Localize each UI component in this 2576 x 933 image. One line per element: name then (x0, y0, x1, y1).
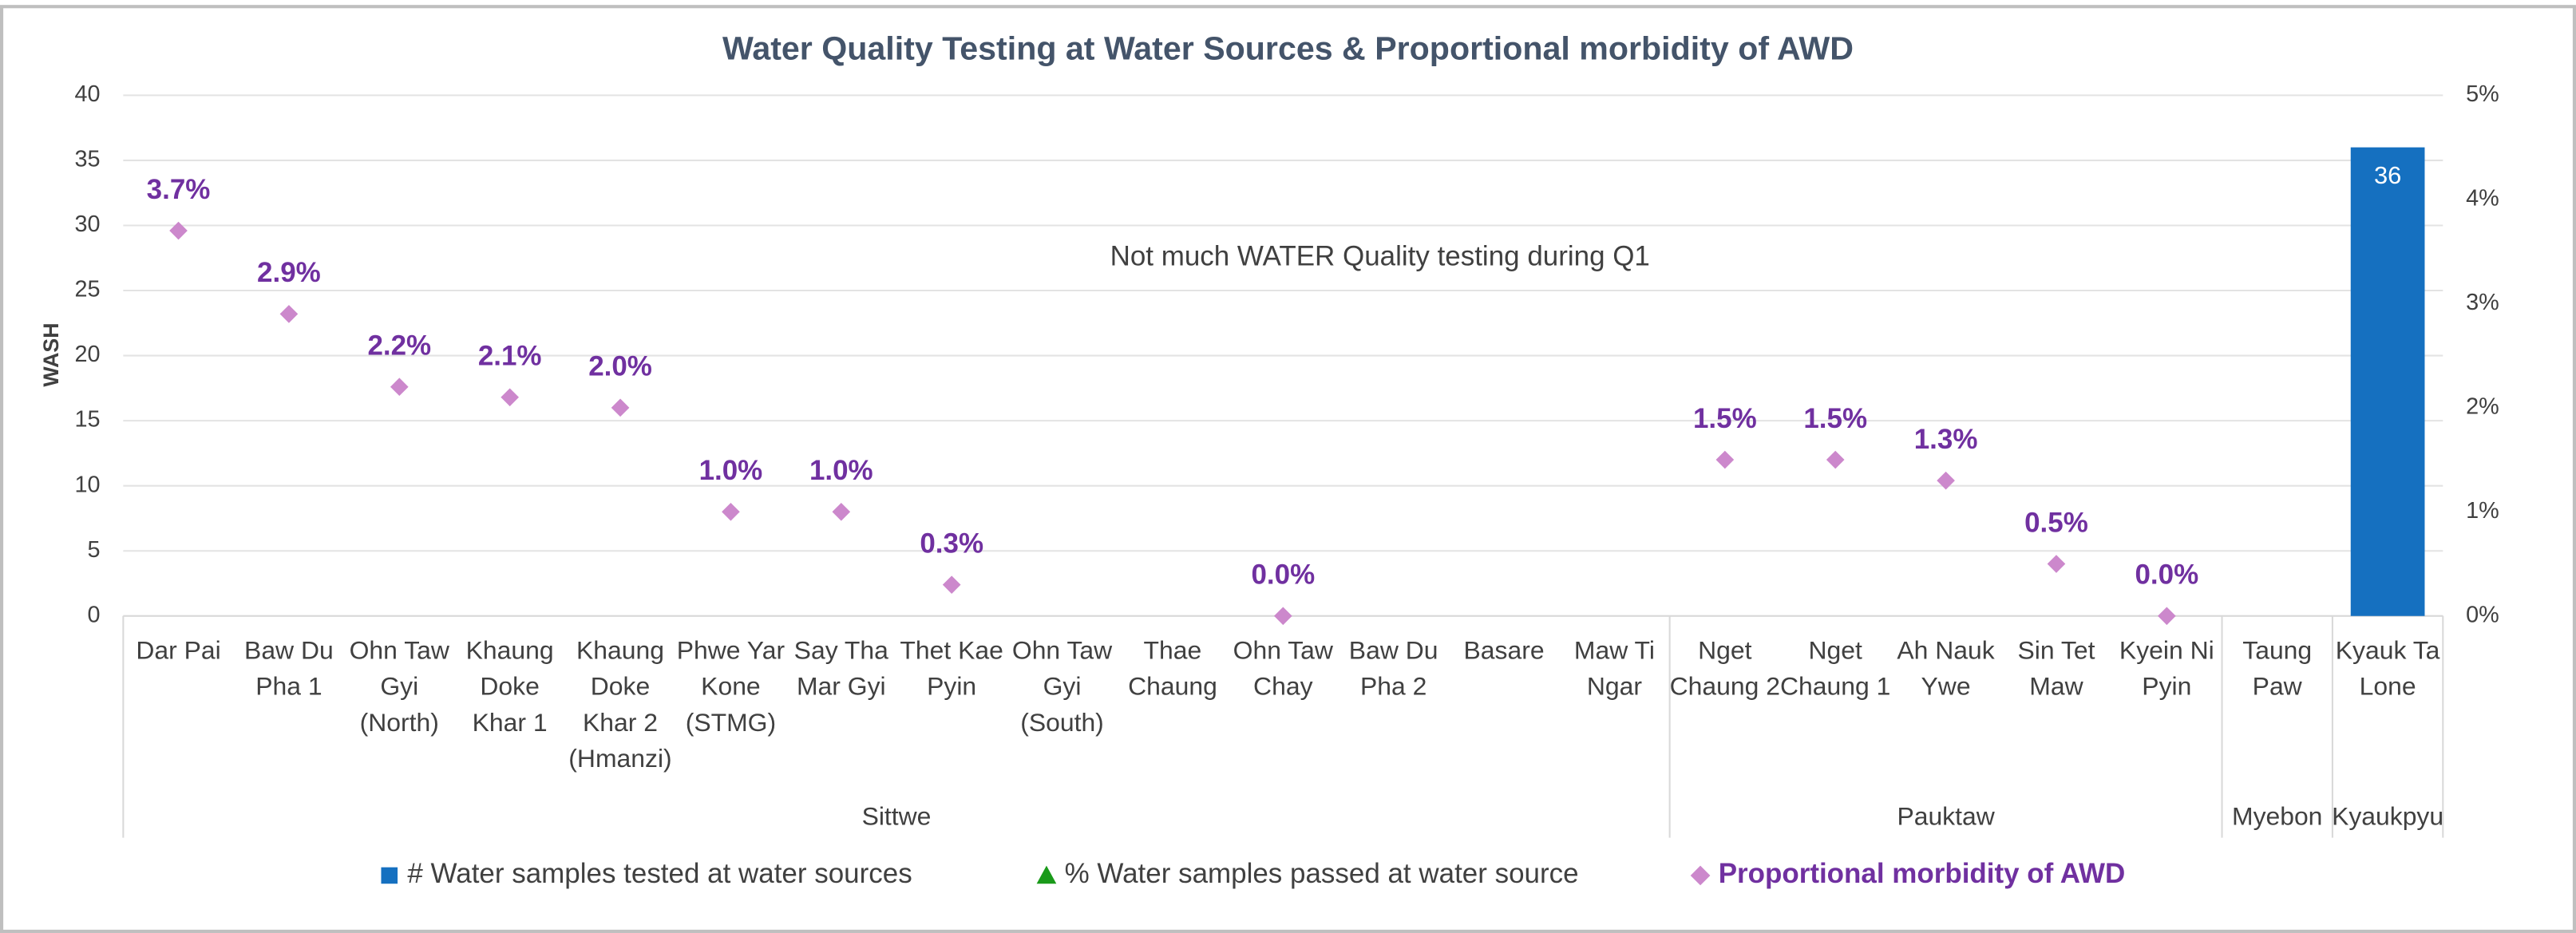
marker (2158, 607, 2176, 626)
x-tick-label: Nget Chaung 2 (1669, 637, 1781, 702)
y2-tick-label: 0% (2466, 602, 2499, 627)
y-tick-label: 35 (75, 147, 101, 172)
y-tick-label: 30 (75, 212, 101, 237)
y-tick-label: 15 (75, 407, 101, 433)
x-tick-label-box: Phwe Yar Kone (STMG) (676, 637, 785, 738)
x-tick-label: Phwe Yar Kone (STMG) (676, 637, 785, 738)
x-tick-label: Taung Paw (2242, 637, 2313, 702)
marker (169, 221, 188, 240)
x-tick-label: Ah Nauk Ywe (1897, 637, 1995, 702)
y2-tick-label: 4% (2466, 185, 2499, 211)
chart-title: Water Quality Testing at Water Sources &… (722, 30, 1854, 67)
legend-label: Proportional morbidity of AWD (1719, 858, 2126, 889)
legend-swatch (1036, 865, 1057, 884)
x-tick-label-box: Ohn Taw Chay (1233, 637, 1333, 702)
x-tick-label-box: Dar Pai (136, 637, 221, 666)
x-tick-label-box: Baw Du Pha 1 (244, 637, 334, 702)
y-tick-label: 25 (75, 277, 101, 302)
x-tick-label-box: Nget Chaung 1 (1780, 637, 1891, 702)
marker (722, 502, 740, 521)
data-label: 1.5% (1693, 403, 1757, 434)
x-tick-label-box: Kyauk Ta Lone (2335, 637, 2440, 702)
data-label: 0.3% (920, 528, 983, 559)
x-tick-label: Baw Du Pha 2 (1348, 637, 1438, 702)
data-label: 3.7% (147, 174, 211, 205)
data-label: 1.3% (1914, 424, 1978, 455)
x-tick-label-box: Khaung Doke Khar 1 (465, 637, 554, 738)
x-tick-label: Dar Pai (136, 637, 221, 666)
x-tick-label-box: Ohn Taw Gyi (North) (349, 637, 449, 738)
group-label: Pauktaw (1897, 801, 1995, 830)
data-label: 1.5% (1803, 403, 1867, 434)
x-tick-label: Ohn Taw Gyi (North) (349, 637, 449, 738)
group-label: Sittwe (862, 801, 932, 830)
marker (1937, 471, 1955, 490)
x-tick-label-box: Ah Nauk Ywe (1897, 637, 1995, 702)
x-tick-label: Basare (1463, 637, 1545, 666)
bar-value-label: 36 (2374, 161, 2401, 189)
x-tick-label-box: Thet Kae Pyin (900, 637, 1003, 702)
x-tick-label: Nget Chaung 1 (1780, 637, 1891, 702)
marker (611, 398, 630, 417)
x-tick-label: Khaung Doke Khar 1 (465, 637, 554, 738)
group-label: Kyaukpyu (2332, 801, 2443, 830)
y2-tick-label: 1% (2466, 498, 2499, 524)
x-tick-label: Maw Ti Ngar (1573, 637, 1655, 702)
x-tick-label: Baw Du Pha 1 (244, 637, 334, 702)
marker (501, 388, 519, 407)
legend-swatch (381, 867, 398, 884)
x-tick-label-box: Sin Tet Maw (2017, 637, 2095, 702)
y2-tick-label: 3% (2466, 290, 2499, 315)
x-tick-label: Thet Kae Pyin (900, 637, 1003, 702)
marker (2047, 555, 2066, 573)
x-tick-label-box: Khaung Doke Khar 2 (Hmanzi) (568, 637, 672, 774)
marker (279, 305, 299, 323)
y-tick-label: 5 (88, 537, 101, 563)
x-tick-label: Say Tha Mar Gyi (793, 637, 888, 702)
x-tick-label-box: Maw Ti Ngar (1573, 637, 1655, 702)
marker (390, 378, 409, 397)
data-label: 2.2% (367, 330, 431, 362)
legend-label: # Water samples tested at water sources (407, 858, 912, 889)
x-tick-label-box: Ohn Taw Gyi (South) (1011, 637, 1113, 738)
data-label: 2.1% (478, 341, 542, 372)
annotation: Not much WATER Quality testing during Q1 (1110, 240, 1650, 271)
data-label: 0.0% (2135, 559, 2198, 591)
data-label: 0.5% (2024, 507, 2088, 538)
y-tick-label: 40 (75, 81, 101, 107)
x-tick-label: Ohn Taw Gyi (South) (1011, 637, 1113, 738)
x-tick-label-box: Baw Du Pha 2 (1348, 637, 1438, 702)
x-tick-label-box: Nget Chaung 2 (1669, 637, 1781, 702)
data-label: 1.0% (809, 455, 873, 486)
marker (1715, 450, 1735, 469)
y-tick-label: 0 (88, 602, 101, 627)
data-label: 1.0% (699, 455, 763, 486)
marker (1826, 450, 1845, 469)
x-tick-label-box: Thae Chaung (1128, 637, 1217, 702)
data-label: 0.0% (1251, 559, 1315, 591)
x-tick-label-box: Basare (1463, 637, 1545, 666)
y2-tick-label: 5% (2466, 81, 2499, 107)
x-tick-label-box: Kyein Ni Pyin (2119, 637, 2214, 702)
group-label: Myebon (2232, 801, 2322, 830)
y2-tick-label: 2% (2466, 393, 2499, 419)
chart-frame (0, 5, 2576, 933)
x-tick-label: Thae Chaung (1128, 637, 1217, 702)
x-tick-label-box: Taung Paw (2242, 637, 2313, 702)
x-tick-label: Khaung Doke Khar 2 (Hmanzi) (568, 637, 672, 774)
data-label: 2.0% (588, 351, 652, 382)
x-tick-label: Sin Tet Maw (2017, 637, 2095, 702)
bar (2350, 147, 2425, 616)
y-tick-label: 10 (75, 472, 101, 497)
legend-label: % Water samples passed at water source (1065, 858, 1579, 889)
x-tick-label: Kyauk Ta Lone (2335, 637, 2440, 702)
y-tick-label: 20 (75, 342, 101, 367)
y-axis-label: WASH (39, 322, 63, 386)
x-tick-label-box: Say Tha Mar Gyi (793, 637, 888, 702)
x-tick-label: Kyein Ni Pyin (2119, 637, 2214, 702)
data-label: 2.9% (257, 257, 321, 288)
x-tick-label: Ohn Taw Chay (1233, 637, 1333, 702)
